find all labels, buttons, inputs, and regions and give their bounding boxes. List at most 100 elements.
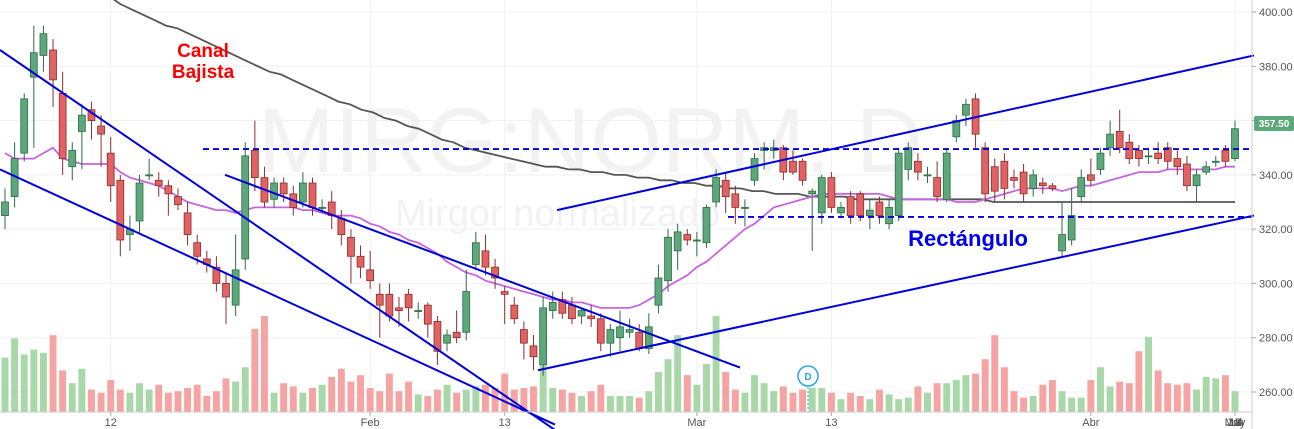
- candle-body: [616, 326, 624, 339]
- candle-body: [1019, 171, 1028, 195]
- candle: [29, 25, 38, 148]
- candle: [395, 297, 403, 327]
- volume-bar: [1183, 383, 1191, 412]
- volume-bar: [885, 394, 893, 412]
- watermark-symbol: MIRG:NORM, D: [258, 90, 922, 192]
- candle: [452, 310, 461, 344]
- volume-bar: [808, 388, 816, 412]
- candle-body: [1154, 152, 1162, 159]
- rising-lower-line: [537, 214, 1255, 372]
- time-tick-label: Jun: [1226, 417, 1244, 429]
- candle-body: [1125, 141, 1134, 159]
- candle: [97, 115, 105, 167]
- candle-body: [510, 304, 519, 320]
- candle-body: [933, 177, 941, 197]
- candle: [942, 147, 951, 202]
- candle: [606, 324, 615, 357]
- volume-bar: [943, 383, 951, 412]
- candle-body: [347, 236, 355, 257]
- candle-body: [29, 52, 38, 78]
- volume-bar: [1068, 397, 1076, 412]
- candle-body: [673, 231, 682, 252]
- dividend-event-marker[interactable]: D: [797, 365, 819, 412]
- candle: [721, 172, 730, 213]
- candle-body: [366, 269, 375, 282]
- volume-bar: [616, 396, 624, 412]
- candle: [1106, 120, 1114, 156]
- volume-bar: [1000, 367, 1008, 412]
- candle-body: [962, 103, 970, 116]
- candle-body: [452, 331, 461, 339]
- volume-bar: [568, 392, 576, 412]
- candle: [875, 196, 884, 224]
- candle-body: [481, 250, 490, 268]
- volume-bar: [1193, 389, 1201, 412]
- volume-bar: [1077, 397, 1085, 412]
- candle: [250, 120, 259, 192]
- candle-body: [58, 93, 67, 159]
- time-tick-label: 13: [499, 417, 511, 429]
- volume-bar: [357, 375, 365, 412]
- volume-bar: [741, 392, 749, 412]
- candle: [1192, 169, 1201, 202]
- candle: [1202, 161, 1211, 175]
- volume-bar: [674, 335, 682, 412]
- candle-body: [981, 147, 990, 195]
- candle: [87, 101, 96, 140]
- candle-body: [1067, 215, 1076, 241]
- candle: [241, 142, 250, 270]
- candle-body: [635, 331, 644, 349]
- volume-bar: [731, 389, 739, 412]
- candle-body: [1077, 177, 1086, 197]
- candle-body: [1231, 128, 1239, 159]
- candle-body: [78, 114, 86, 132]
- candle-body: [20, 98, 29, 154]
- candle: [414, 302, 423, 319]
- time-tick-label: 12: [105, 417, 117, 429]
- candle-body: [375, 293, 384, 306]
- candle: [971, 93, 980, 148]
- volume-bar: [145, 389, 153, 412]
- candle-body: [491, 266, 499, 279]
- candle-body: [97, 125, 105, 135]
- candle-body: [1173, 158, 1182, 168]
- candle-body: [135, 182, 144, 222]
- event-letter: D: [804, 372, 811, 383]
- volume-bar: [472, 386, 480, 412]
- volume-bars: [1, 316, 1239, 412]
- candle-body: [318, 207, 326, 209]
- candle: [126, 215, 134, 251]
- volume-bar: [299, 392, 307, 412]
- candle-body: [885, 207, 893, 225]
- annotation-rectangle: Rectángulo: [908, 226, 1028, 251]
- candle-body: [279, 182, 288, 195]
- candle: [299, 172, 307, 208]
- candle: [625, 318, 634, 338]
- volume-bar: [414, 394, 422, 412]
- candle-body: [1144, 155, 1153, 158]
- volume-bar: [203, 396, 211, 412]
- candle-body: [942, 152, 951, 200]
- volume-bar: [193, 384, 201, 412]
- volume-bar: [222, 378, 230, 412]
- candle-body: [846, 196, 855, 216]
- candle-body: [548, 302, 557, 311]
- candle-body: [1029, 174, 1038, 189]
- candle-body: [433, 321, 442, 352]
- candle-body: [174, 196, 182, 206]
- candle-body: [183, 212, 192, 235]
- candle: [933, 161, 941, 202]
- price-axis[interactable]: 260.00280.00300.00320.00340.00360.00380.…: [1251, 0, 1293, 429]
- candle-body: [712, 177, 720, 203]
- candle-body: [721, 179, 730, 197]
- volume-bar: [1212, 378, 1220, 412]
- volume-bar: [722, 372, 730, 412]
- candle: [520, 321, 528, 360]
- volume-bar: [799, 389, 807, 412]
- candle-body: [1000, 160, 1009, 189]
- candle: [1019, 164, 1028, 202]
- candle-body: [1135, 150, 1143, 159]
- candle: [702, 204, 711, 249]
